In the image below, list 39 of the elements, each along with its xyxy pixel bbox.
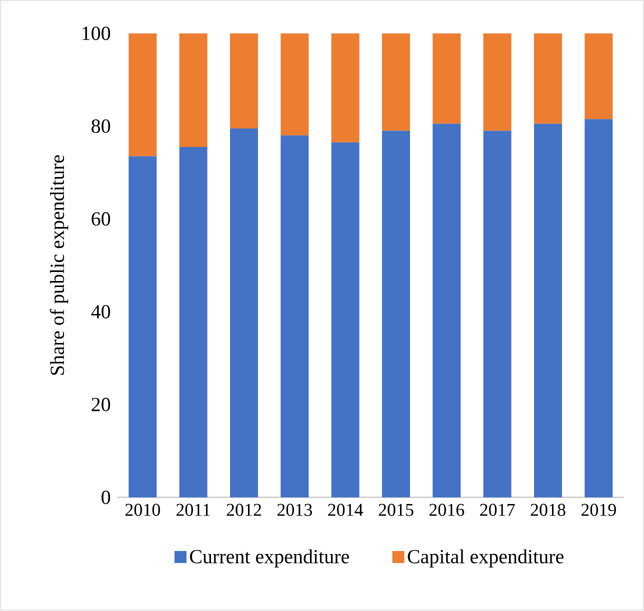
bar	[432, 34, 461, 124]
y-tick-label: 60	[92, 212, 110, 226]
x-tick-label: 2019	[581, 504, 616, 516]
y-tick-label: 20	[92, 398, 110, 412]
bar	[584, 119, 613, 498]
y-tick-label: 100	[82, 26, 110, 40]
bar	[534, 124, 562, 498]
bar	[432, 124, 461, 498]
bar	[128, 156, 157, 498]
y-tick-label: 80	[92, 120, 110, 134]
bar	[128, 34, 157, 156]
bar	[483, 34, 512, 131]
x-tick-label: 2015	[378, 504, 414, 516]
bar	[382, 130, 410, 498]
y-tick-label: 40	[91, 305, 110, 319]
bar	[179, 34, 208, 148]
bar	[382, 34, 410, 131]
x-tick-label: 2014	[328, 504, 364, 516]
legend-label: Current expenditure	[190, 550, 349, 568]
x-tick-label: 2016	[429, 504, 464, 516]
bar	[331, 142, 360, 498]
y-axis-title: Share of public expenditure	[50, 155, 68, 375]
bar	[179, 147, 208, 498]
bar	[280, 136, 309, 498]
bar	[280, 34, 309, 136]
bar	[230, 128, 258, 498]
x-tick-label: 2010	[125, 504, 160, 516]
bar	[483, 130, 512, 498]
y-tick-label: 0	[102, 490, 110, 504]
x-tick-label: 2011	[176, 504, 210, 516]
bar	[584, 34, 613, 120]
bar	[534, 34, 562, 124]
bar	[230, 34, 258, 129]
x-tick-label: 2017	[480, 504, 515, 516]
x-tick-label: 2012	[226, 504, 262, 516]
x-tick-label: 2013	[277, 504, 312, 516]
x-tick-label: 2018	[530, 504, 566, 516]
legend-label: Capital expenditure	[408, 550, 564, 568]
bar	[331, 34, 360, 143]
